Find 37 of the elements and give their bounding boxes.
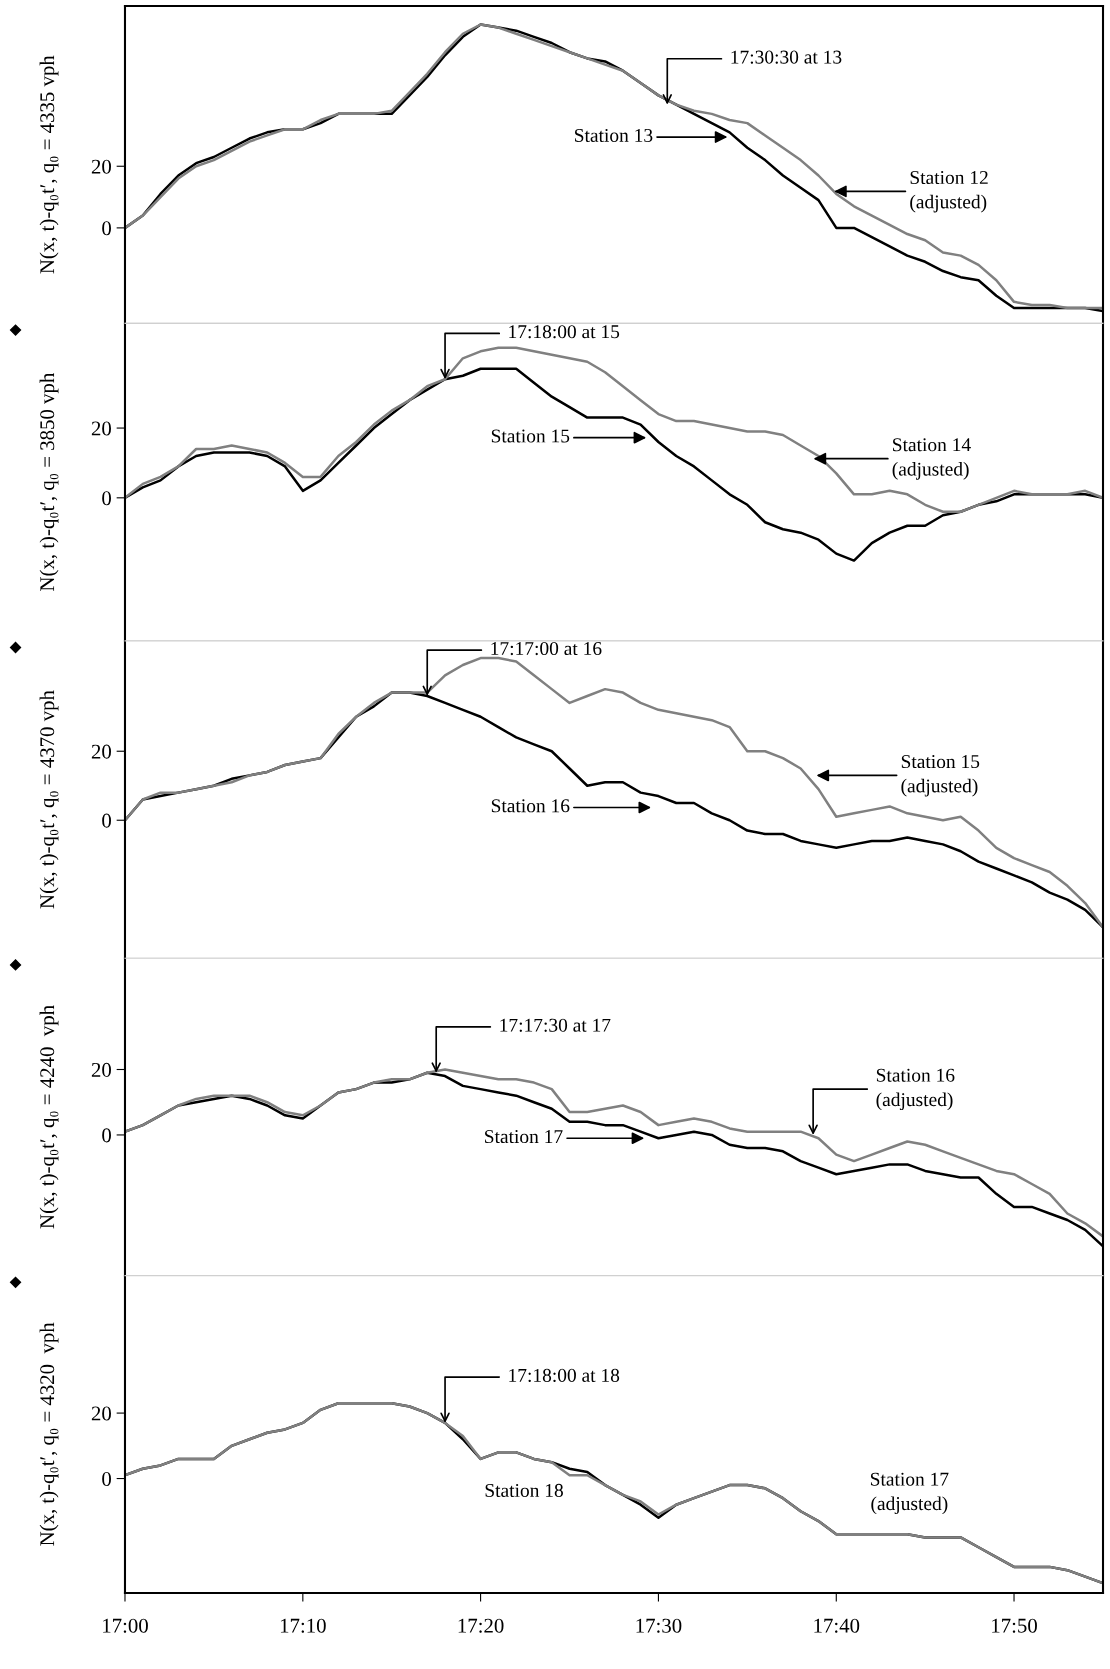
- y-tick-label: 0: [102, 813, 111, 828]
- y-tick-label: 0: [102, 221, 111, 236]
- annotation: Station 14 (adjusted): [892, 438, 971, 480]
- y-tick-label: 20: [91, 159, 111, 174]
- y-tick-label: 20: [91, 421, 111, 436]
- y-tick-label: 20: [91, 1406, 111, 1421]
- y-axis-title: N(x, t)-q₀t′, q₀ = 4335 vph: [39, 55, 59, 274]
- x-tick-label: 17:00: [103, 1618, 148, 1633]
- annotation: Station 18: [485, 1483, 563, 1497]
- y-tick-label: 20: [91, 744, 111, 759]
- annotation: 17:18:00 at 18: [509, 1368, 620, 1383]
- y-tick-label: 20: [91, 1062, 111, 1077]
- x-tick-label: 17:30: [636, 1618, 682, 1633]
- line-series: [124, 346, 1104, 514]
- annotation: Station 16: [491, 799, 570, 813]
- y-tick-label: 0: [102, 1471, 111, 1486]
- x-tick-label: 17:20: [458, 1618, 504, 1633]
- annotation: Station 12 (adjusted): [910, 170, 988, 213]
- annotation: Station 15 (adjusted): [901, 755, 980, 797]
- y-axis-title: N(x, t)-q₀t′, q₀ = 4320 vph: [39, 1322, 59, 1546]
- y-axis-title: N(x, t)-q₀t′, q₀ = 4370 vph: [39, 690, 59, 909]
- annotation: 17:17:30 at 17: [500, 1018, 611, 1032]
- annotation: 17:17:00 at 16: [491, 641, 602, 656]
- annotation: Station 17 (adjusted): [870, 1472, 949, 1515]
- x-tick-label: 17:50: [992, 1618, 1037, 1633]
- annotation: 17:18:00 at 15: [509, 325, 620, 339]
- x-tick-label: 17:10: [280, 1618, 326, 1633]
- x-tick-label: 17:40: [814, 1618, 860, 1633]
- annotation: 17:30:30 at 13: [731, 50, 842, 64]
- annotation: Station 13: [575, 128, 653, 142]
- annotation: Station 17: [485, 1130, 563, 1144]
- y-tick-label: 0: [102, 1128, 111, 1143]
- y-tick-label: 0: [102, 491, 111, 506]
- y-axis-title: N(x, t)-q₀t′, q₀ = 4240 vph: [39, 1005, 59, 1229]
- y-axis-title: N(x, t)-q₀t′, q₀ = 3850 vph: [39, 372, 59, 591]
- annotation: Station 15: [491, 429, 570, 443]
- annotation: Station 16 (adjusted): [876, 1068, 955, 1111]
